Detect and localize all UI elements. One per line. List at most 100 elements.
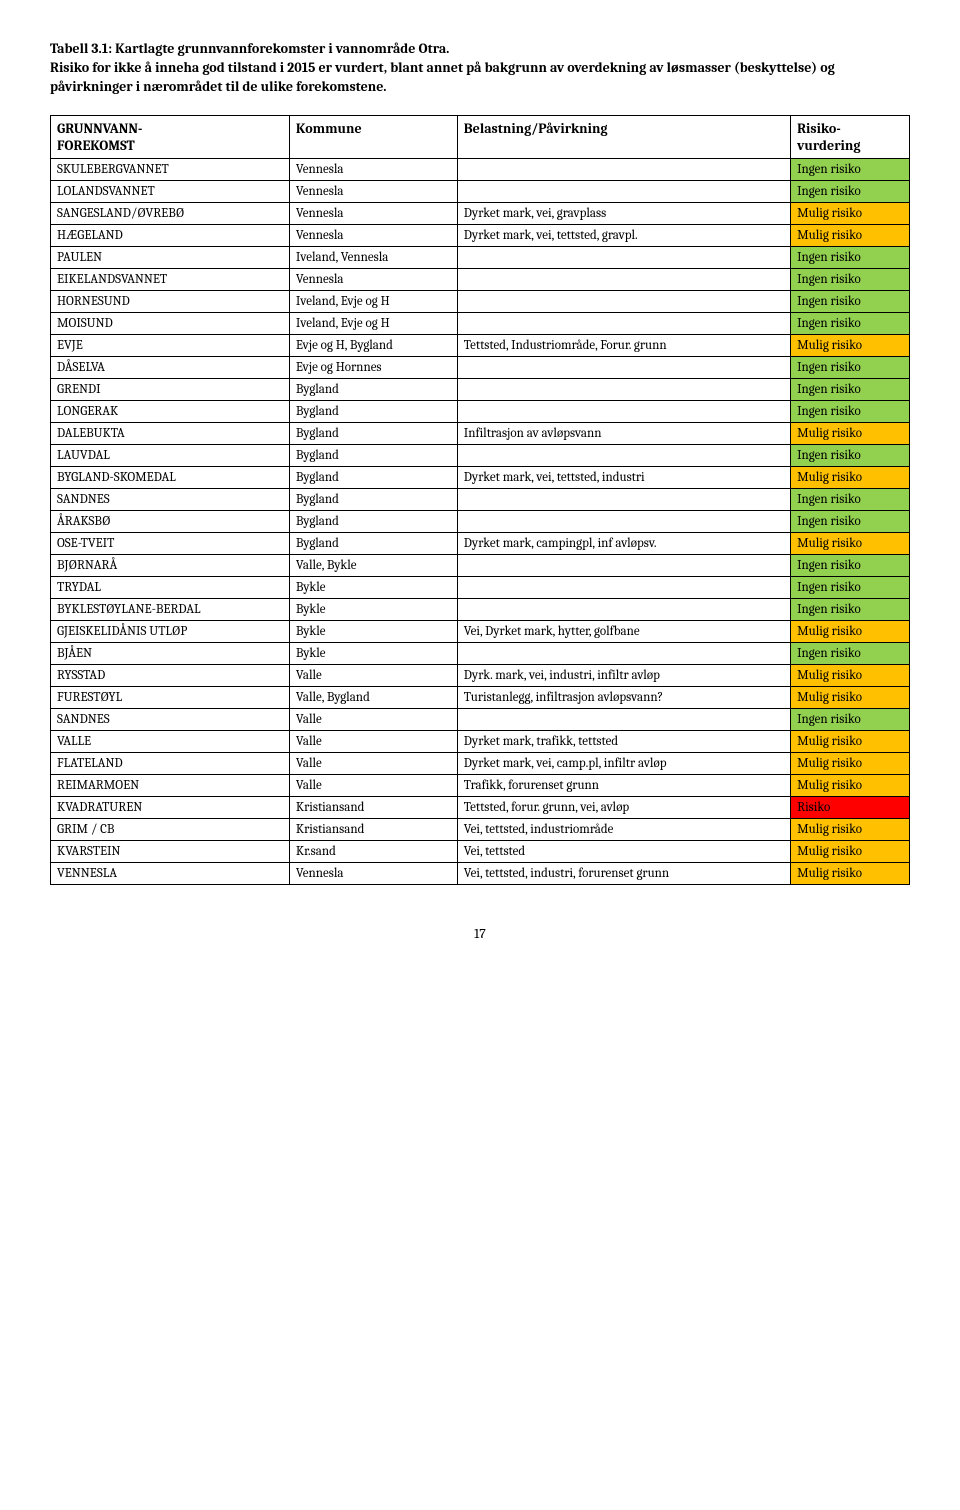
table-row: DÅSELVAEvje og Hornnes Ingen risiko — [51, 356, 910, 378]
cell-belastning — [457, 488, 790, 510]
cell-forekomst: DALEBUKTA — [51, 422, 290, 444]
cell-belastning — [457, 400, 790, 422]
cell-risiko: Ingen risiko — [791, 246, 910, 268]
cell-forekomst: FURESTØYL — [51, 686, 290, 708]
cell-forekomst: KVARSTEIN — [51, 840, 290, 862]
cell-kommune: Evje og H, Bygland — [289, 334, 457, 356]
header-kommune: Kommune — [289, 115, 457, 158]
table-row: SANDNESValleIngen risiko — [51, 708, 910, 730]
table-row: SANGESLAND/ØVREBØVenneslaDyrket mark, ve… — [51, 202, 910, 224]
cell-forekomst: EVJE — [51, 334, 290, 356]
table-row: KVADRATURENKristiansandTettsted, forur. … — [51, 796, 910, 818]
cell-risiko: Mulig risiko — [791, 224, 910, 246]
cell-belastning — [457, 246, 790, 268]
table-row: BYKLESTØYLANE-BERDALBykleIngen risiko — [51, 598, 910, 620]
cell-risiko: Mulig risiko — [791, 422, 910, 444]
groundwater-table: GRUNNVANN-FOREKOMST Kommune Belastning/P… — [50, 115, 910, 885]
cell-forekomst: LOLANDSVANNET — [51, 180, 290, 202]
cell-kommune: Valle, Bykle — [289, 554, 457, 576]
cell-kommune: Valle — [289, 664, 457, 686]
cell-risiko: Ingen risiko — [791, 268, 910, 290]
cell-kommune: Bygland — [289, 378, 457, 400]
table-row: SANDNESByglandIngen risiko — [51, 488, 910, 510]
cell-belastning: Vei, tettsted, industriområde — [457, 818, 790, 840]
cell-risiko: Mulig risiko — [791, 862, 910, 884]
cell-belastning: Dyrk. mark, vei, industri, infiltr avløp — [457, 664, 790, 686]
cell-kommune: Evje og Hornnes — [289, 356, 457, 378]
cell-belastning — [457, 290, 790, 312]
table-row: EIKELANDSVANNETVenneslaIngen risiko — [51, 268, 910, 290]
cell-risiko: Mulig risiko — [791, 620, 910, 642]
cell-risiko: Ingen risiko — [791, 356, 910, 378]
cell-kommune: Bykle — [289, 598, 457, 620]
table-row: ÅRAKSBØByglandIngen risiko — [51, 510, 910, 532]
cell-belastning: Vei, tettsted — [457, 840, 790, 862]
cell-belastning — [457, 444, 790, 466]
cell-risiko: Mulig risiko — [791, 466, 910, 488]
cell-kommune: Bygland — [289, 510, 457, 532]
table-row: RYSSTADValleDyrk. mark, vei, industri, i… — [51, 664, 910, 686]
cell-belastning: Dyrket mark, vei, tettsted, industri — [457, 466, 790, 488]
cell-forekomst: OSE-TVEIT — [51, 532, 290, 554]
cell-forekomst: HÆGELAND — [51, 224, 290, 246]
cell-forekomst: BJÅEN — [51, 642, 290, 664]
cell-kommune: Bygland — [289, 400, 457, 422]
cell-belastning — [457, 356, 790, 378]
cell-kommune: Vennesla — [289, 862, 457, 884]
cell-forekomst: FLATELAND — [51, 752, 290, 774]
cell-forekomst: LONGERAK — [51, 400, 290, 422]
cell-risiko: Mulig risiko — [791, 334, 910, 356]
table-row: OSE-TVEITByglandDyrket mark, campingpl, … — [51, 532, 910, 554]
cell-belastning: Dyrket mark, vei, gravplass — [457, 202, 790, 224]
cell-forekomst: GJEISKELIDÅNIS UTLØP — [51, 620, 290, 642]
cell-forekomst: PAULEN — [51, 246, 290, 268]
header-belastning: Belastning/Påvirkning — [457, 115, 790, 158]
table-row: VENNESLAVenneslaVei, tettsted, industri,… — [51, 862, 910, 884]
cell-forekomst: KVADRATUREN — [51, 796, 290, 818]
cell-kommune: Iveland, Vennesla — [289, 246, 457, 268]
cell-kommune: Kristiansand — [289, 796, 457, 818]
cell-risiko: Mulig risiko — [791, 840, 910, 862]
cell-risiko: Risiko — [791, 796, 910, 818]
cell-forekomst: VENNESLA — [51, 862, 290, 884]
cell-belastning: Trafikk, forurenset grunn — [457, 774, 790, 796]
cell-forekomst: BJØRNARÅ — [51, 554, 290, 576]
cell-kommune: Vennesla — [289, 202, 457, 224]
page-number: 17 — [50, 925, 910, 942]
cell-belastning: Infiltrasjon av avløpsvann — [457, 422, 790, 444]
cell-kommune: Valle, Bygland — [289, 686, 457, 708]
cell-belastning — [457, 268, 790, 290]
table-row: GRIM / CBKristiansandVei, tettsted, indu… — [51, 818, 910, 840]
cell-kommune: Kristiansand — [289, 818, 457, 840]
header-risiko: Risiko-vurdering — [791, 115, 910, 158]
table-row: FLATELANDValleDyrket mark, vei, camp.pl,… — [51, 752, 910, 774]
cell-risiko: Ingen risiko — [791, 378, 910, 400]
table-row: BJØRNARÅValle, BykleIngen risiko — [51, 554, 910, 576]
cell-kommune: Bygland — [289, 488, 457, 510]
table-row: REIMARMOENValleTrafikk, forurenset grunn… — [51, 774, 910, 796]
table-row: HÆGELANDVenneslaDyrket mark, vei, tettst… — [51, 224, 910, 246]
cell-belastning — [457, 158, 790, 180]
cell-belastning: Dyrket mark, vei, camp.pl, infiltr avløp — [457, 752, 790, 774]
cell-kommune: Bygland — [289, 422, 457, 444]
cell-belastning: Dyrket mark, trafikk, tettsted — [457, 730, 790, 752]
cell-forekomst: ÅRAKSBØ — [51, 510, 290, 532]
cell-kommune: Valle — [289, 730, 457, 752]
cell-forekomst: VALLE — [51, 730, 290, 752]
cell-kommune: Vennesla — [289, 224, 457, 246]
cell-belastning — [457, 180, 790, 202]
cell-forekomst: GRIM / CB — [51, 818, 290, 840]
cell-risiko: Ingen risiko — [791, 708, 910, 730]
cell-kommune: Valle — [289, 774, 457, 796]
cell-risiko: Ingen risiko — [791, 290, 910, 312]
cell-kommune: Bykle — [289, 576, 457, 598]
table-row: TRYDALBykleIngen risiko — [51, 576, 910, 598]
cell-belastning — [457, 576, 790, 598]
table-row: MOISUNDIveland, Evje og HIngen risiko — [51, 312, 910, 334]
cell-kommune: Valle — [289, 752, 457, 774]
cell-forekomst: BYGLAND-SKOMEDAL — [51, 466, 290, 488]
cell-forekomst: DÅSELVA — [51, 356, 290, 378]
cell-forekomst: TRYDAL — [51, 576, 290, 598]
cell-belastning: Vei, tettsted, industri, forurenset grun… — [457, 862, 790, 884]
cell-risiko: Mulig risiko — [791, 532, 910, 554]
